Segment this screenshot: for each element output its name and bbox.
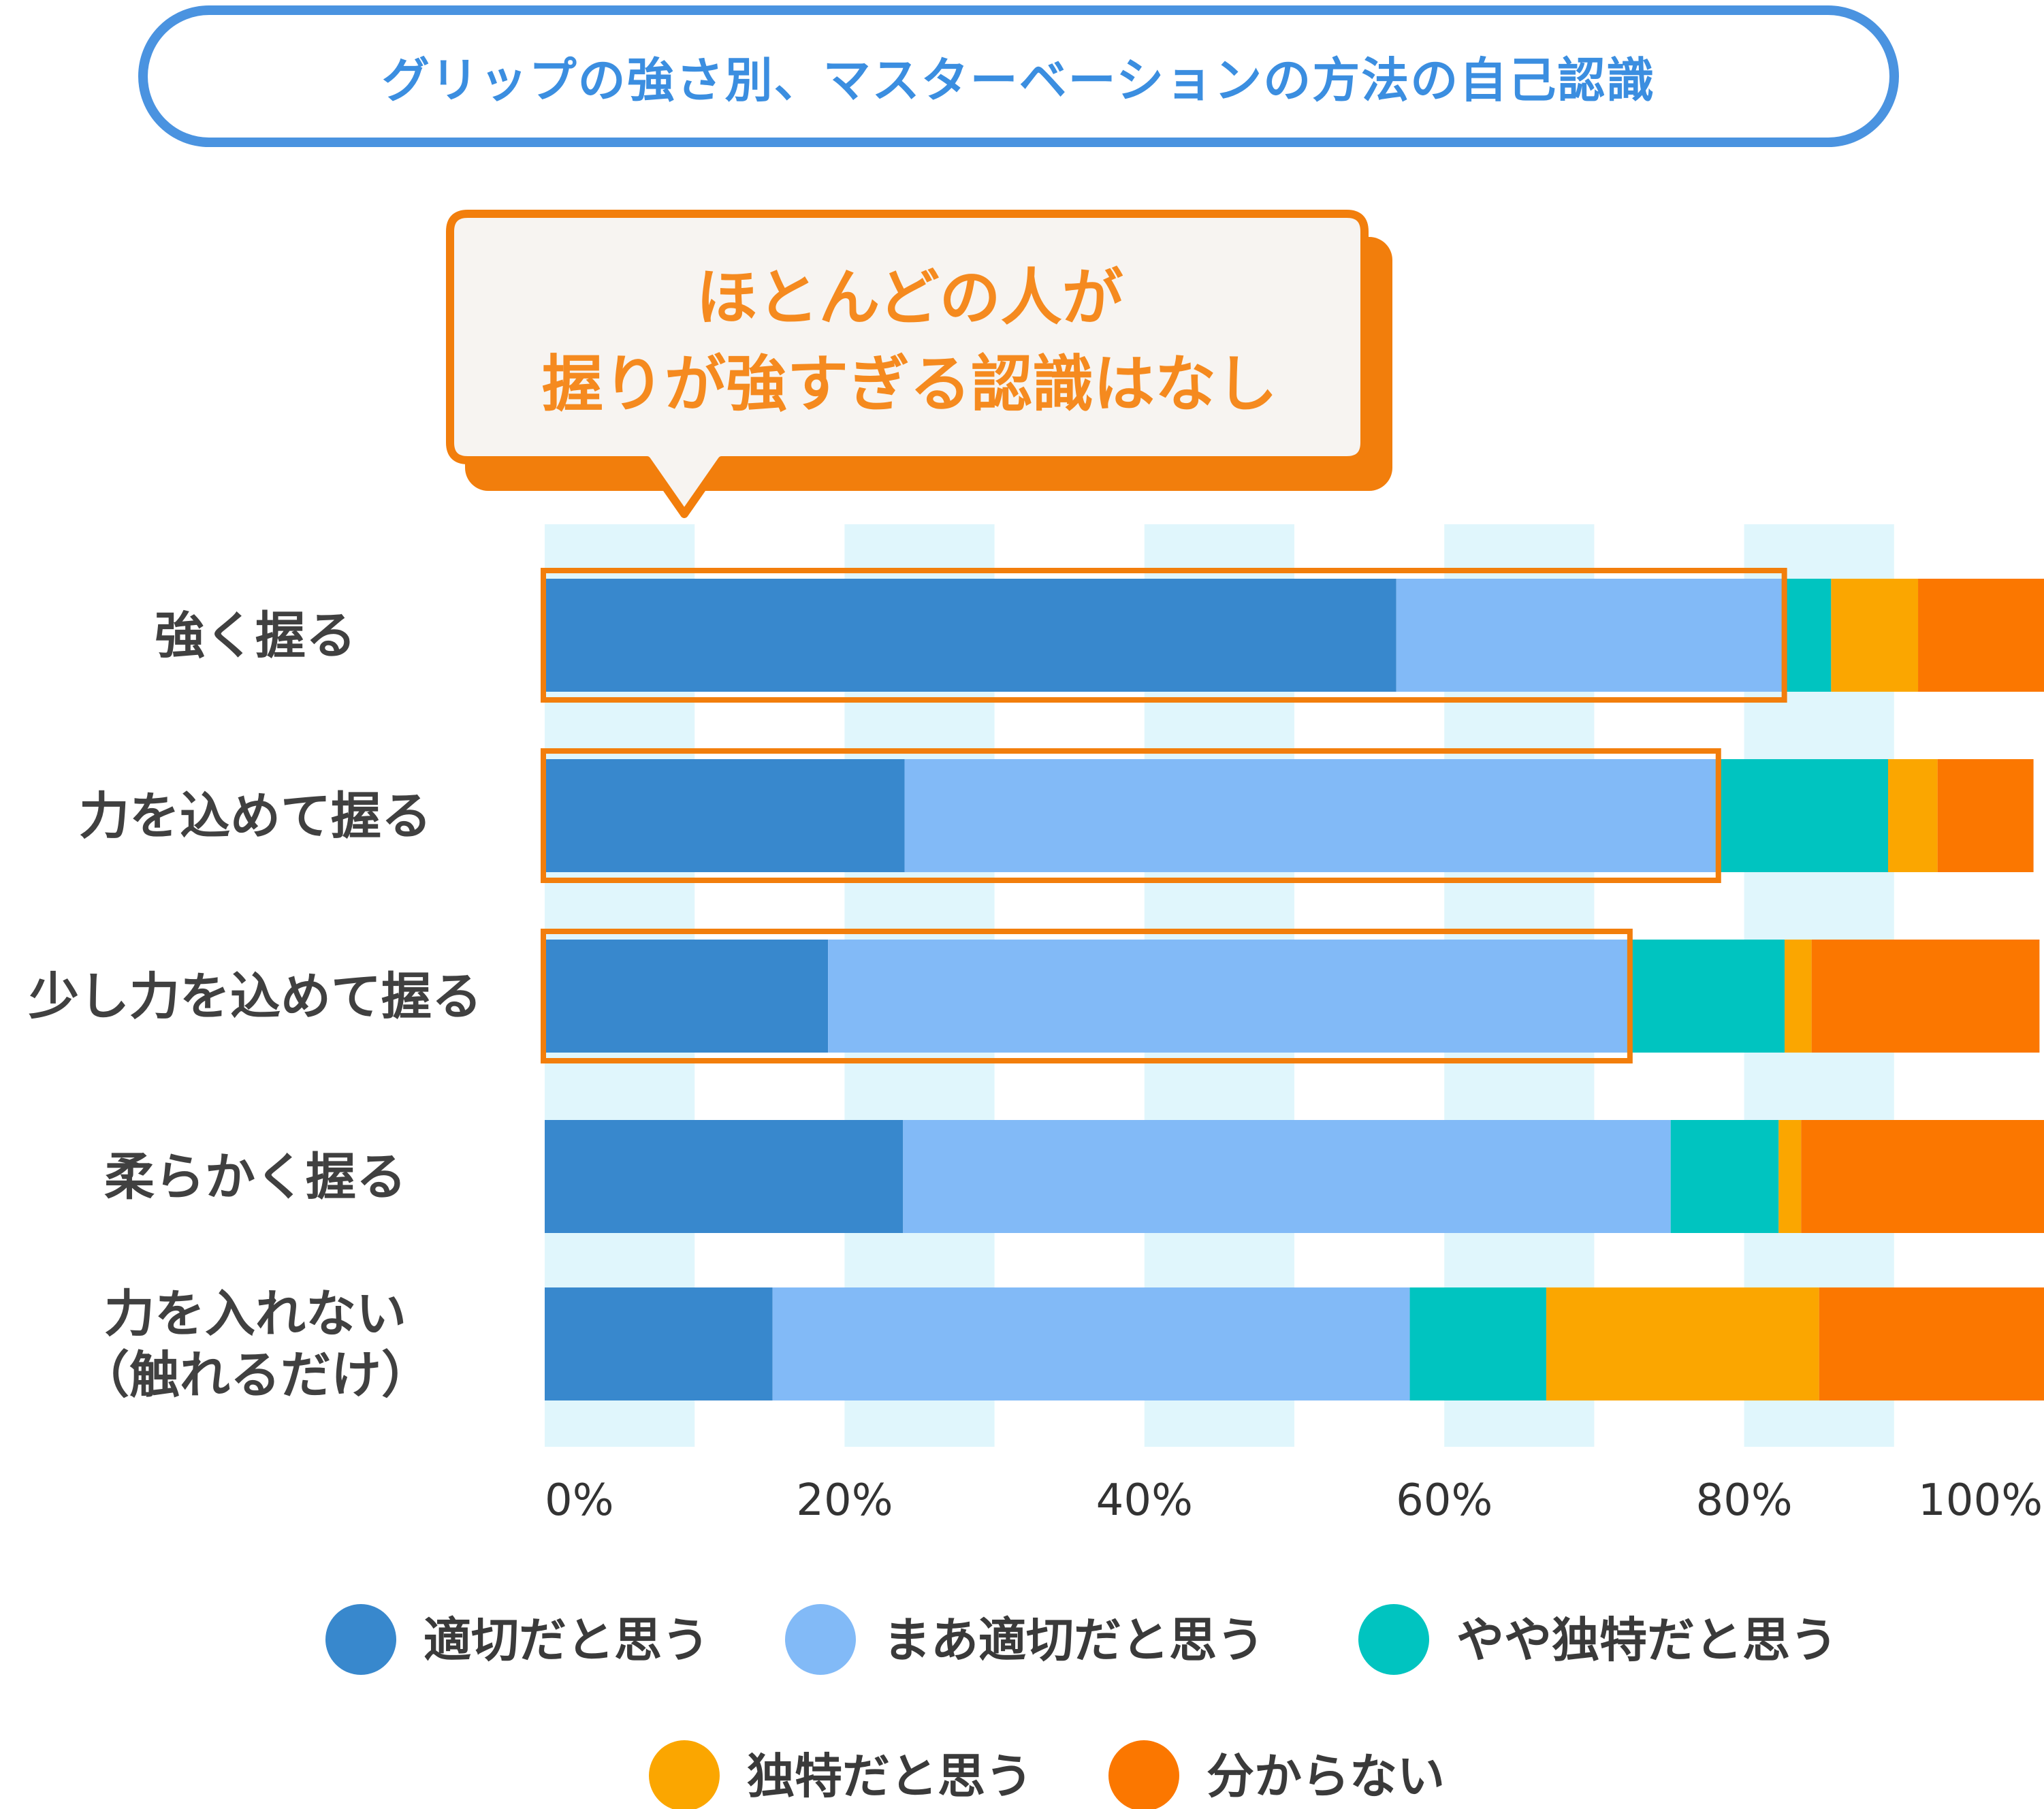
bar-segment xyxy=(545,1287,773,1400)
legend-label: やや独特だと思う xyxy=(1456,1612,1838,1668)
bar-segment xyxy=(1778,1120,1802,1233)
bar-segment xyxy=(1831,579,1919,692)
category-label: 力を込めて握る xyxy=(79,787,432,846)
bar-segment xyxy=(1937,759,2034,872)
bar-segment xyxy=(1396,579,1782,692)
bar-segment xyxy=(1801,1120,2044,1233)
callout-line-2: 握りが強すぎる認識はなし xyxy=(542,349,1277,420)
bar-segment xyxy=(545,759,905,872)
x-tick-label: 0% xyxy=(545,1475,614,1526)
legend-label: 独特だと思う xyxy=(747,1748,1033,1804)
chart-title: グリップの強さ別、マスターベーションの方法の自己認識 xyxy=(381,52,1656,108)
x-tick-label: 60% xyxy=(1396,1475,1492,1526)
legend-swatch xyxy=(649,1740,720,1809)
bar-segment xyxy=(1670,1120,1779,1233)
bar-segment xyxy=(1918,579,2044,692)
bar-segment xyxy=(545,940,829,1053)
bar-segment xyxy=(1819,1287,2044,1400)
legend-label: まあ適切だと思う xyxy=(883,1612,1264,1668)
bar-segment xyxy=(1546,1287,1819,1400)
legend-label: 適切だと思う xyxy=(424,1612,709,1668)
legend-swatch xyxy=(325,1604,396,1675)
category-label: 少し力を込めて握る xyxy=(29,967,482,1026)
category-label: 力を入れない xyxy=(104,1285,406,1343)
x-tick-label: 40% xyxy=(1096,1475,1193,1526)
bar-segment xyxy=(1715,759,1888,872)
category-label: （触れるだけ） xyxy=(79,1346,432,1405)
callout-line-1: ほとんどの人が xyxy=(696,262,1123,334)
bar-segment xyxy=(1887,759,1938,872)
highlight-frame xyxy=(541,568,1787,703)
highlight-frame xyxy=(541,748,1721,883)
bar-segment xyxy=(1781,579,1832,692)
bars xyxy=(545,579,2044,1400)
category-label: 柔らかく握る xyxy=(104,1148,406,1206)
legend-label: 分からない xyxy=(1207,1748,1445,1804)
x-tick-label: 100% xyxy=(1918,1475,2043,1526)
bar-segment xyxy=(545,1120,904,1233)
bar-segment xyxy=(904,759,1716,872)
legend-swatch xyxy=(1108,1740,1179,1809)
legend-swatch xyxy=(785,1604,856,1675)
title-banner: グリップの強さ別、マスターベーションの方法の自己認識 xyxy=(138,5,1899,147)
highlight-frame xyxy=(541,929,1633,1063)
highlight-frames xyxy=(541,568,1787,1063)
bar-segment xyxy=(545,579,1396,692)
legend-swatch xyxy=(1358,1604,1429,1675)
x-tick-label: 80% xyxy=(1695,1475,1792,1526)
bar-segment xyxy=(1627,940,1785,1053)
callout: ほとんどの人が 握りが強すぎる認識はなし xyxy=(446,210,1392,518)
bar-segment xyxy=(1409,1287,1546,1400)
x-tick-label: 20% xyxy=(796,1475,893,1526)
bar-segment xyxy=(828,940,1627,1053)
bar-segment xyxy=(1785,940,1812,1053)
bar-segment xyxy=(1811,940,2040,1053)
category-label: 強く握る xyxy=(155,607,356,665)
callout-box xyxy=(446,210,1369,518)
x-axis-ticks: 0% 20% 40% 60% 80% 100% xyxy=(545,1475,2043,1526)
bar-segment xyxy=(903,1120,1671,1233)
bar-segment xyxy=(772,1287,1410,1400)
